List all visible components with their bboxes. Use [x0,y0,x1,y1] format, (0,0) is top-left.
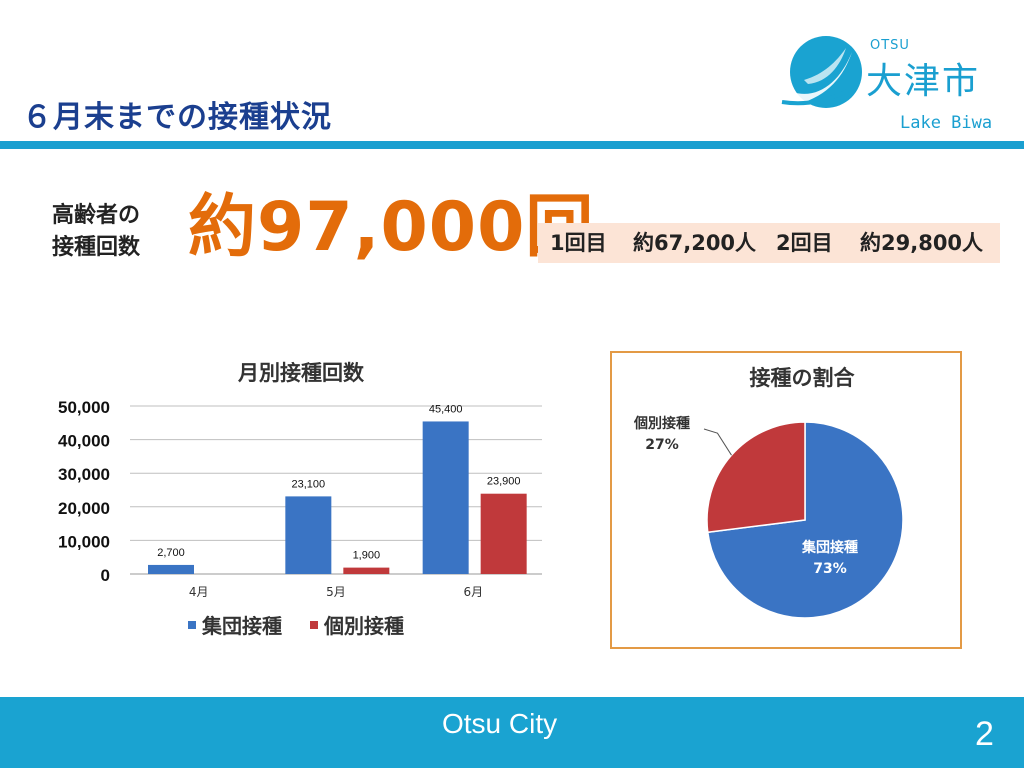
logo-city-name: 大津市 [866,61,981,102]
bar-chart-title: 月別接種回数 [237,361,365,385]
y-tick-label: 50,000 [58,398,110,417]
y-tick-label: 20,000 [58,499,110,518]
slide-title: ６月末までの接種状況 [22,100,332,135]
logo-lake-biwa: Lake Biwa [900,113,993,133]
first-dose-value: 約67,200人 [633,231,757,255]
pie-slice [706,421,806,534]
elderly-vaccination-label: 高齢者の 接種回数 [52,200,140,264]
elderly-label-line2: 接種回数 [52,235,141,260]
bar [148,564,194,574]
page-number: 2 [975,715,994,753]
bar-data-label: 23,100 [292,478,326,490]
second-dose-value: 約29,800人 [860,231,984,255]
second-dose-label: 2回目 [776,231,833,255]
bar-data-label: 23,900 [487,476,521,488]
bar-data-label: 45,400 [429,403,463,415]
elderly-label-line1: 高齢者の [52,203,141,228]
pie-leader-line [703,428,732,456]
logo-otsu-text: OTSU [870,38,910,53]
header-divider [0,141,1024,149]
y-tick-label: 40,000 [58,432,110,451]
bar [422,421,469,574]
bar [285,496,332,574]
legend-swatch [310,621,318,629]
pie-slice-percent: 27% [645,437,679,453]
total-count: 約97,000回 [188,188,595,267]
pie-chart-title: 接種の割合 [750,366,856,390]
otsu-city-logo-icon [781,36,862,108]
pie-slice-percent: 73% [813,561,847,577]
pie-slice-label: 集団接種 [801,539,858,556]
legend-swatch [188,621,196,629]
x-tick-label: 6月 [464,585,484,599]
x-tick-label: 4月 [189,585,209,599]
x-tick-label: 5月 [326,585,346,599]
y-tick-label: 0 [101,566,110,585]
bar-data-label: 1,900 [353,550,381,562]
monthly-bar-chart: 月別接種回数 0 10,000 20,000 30,000 40,000 50,000 4月 2… [58,361,542,638]
legend-label: 個別接種 [323,614,404,638]
bar [343,567,390,574]
pie-chart-panel: 接種の割合集団接種 73% 個別接種 27% [610,351,962,649]
dose-breakdown-box: 1回目 約67,200人 2回目 約29,800人 [538,223,1000,263]
first-dose-label: 1回目 [550,231,607,255]
pie-slice-label: 個別接種 [633,415,690,432]
bar [480,493,527,574]
bar-data-label: 2,700 [157,547,185,559]
footer-bar [0,697,1024,768]
footer-city-name: Otsu City [442,708,558,739]
y-tick-label: 10,000 [58,532,110,551]
y-tick-label: 30,000 [58,465,110,484]
legend-label: 集団接種 [201,614,282,638]
